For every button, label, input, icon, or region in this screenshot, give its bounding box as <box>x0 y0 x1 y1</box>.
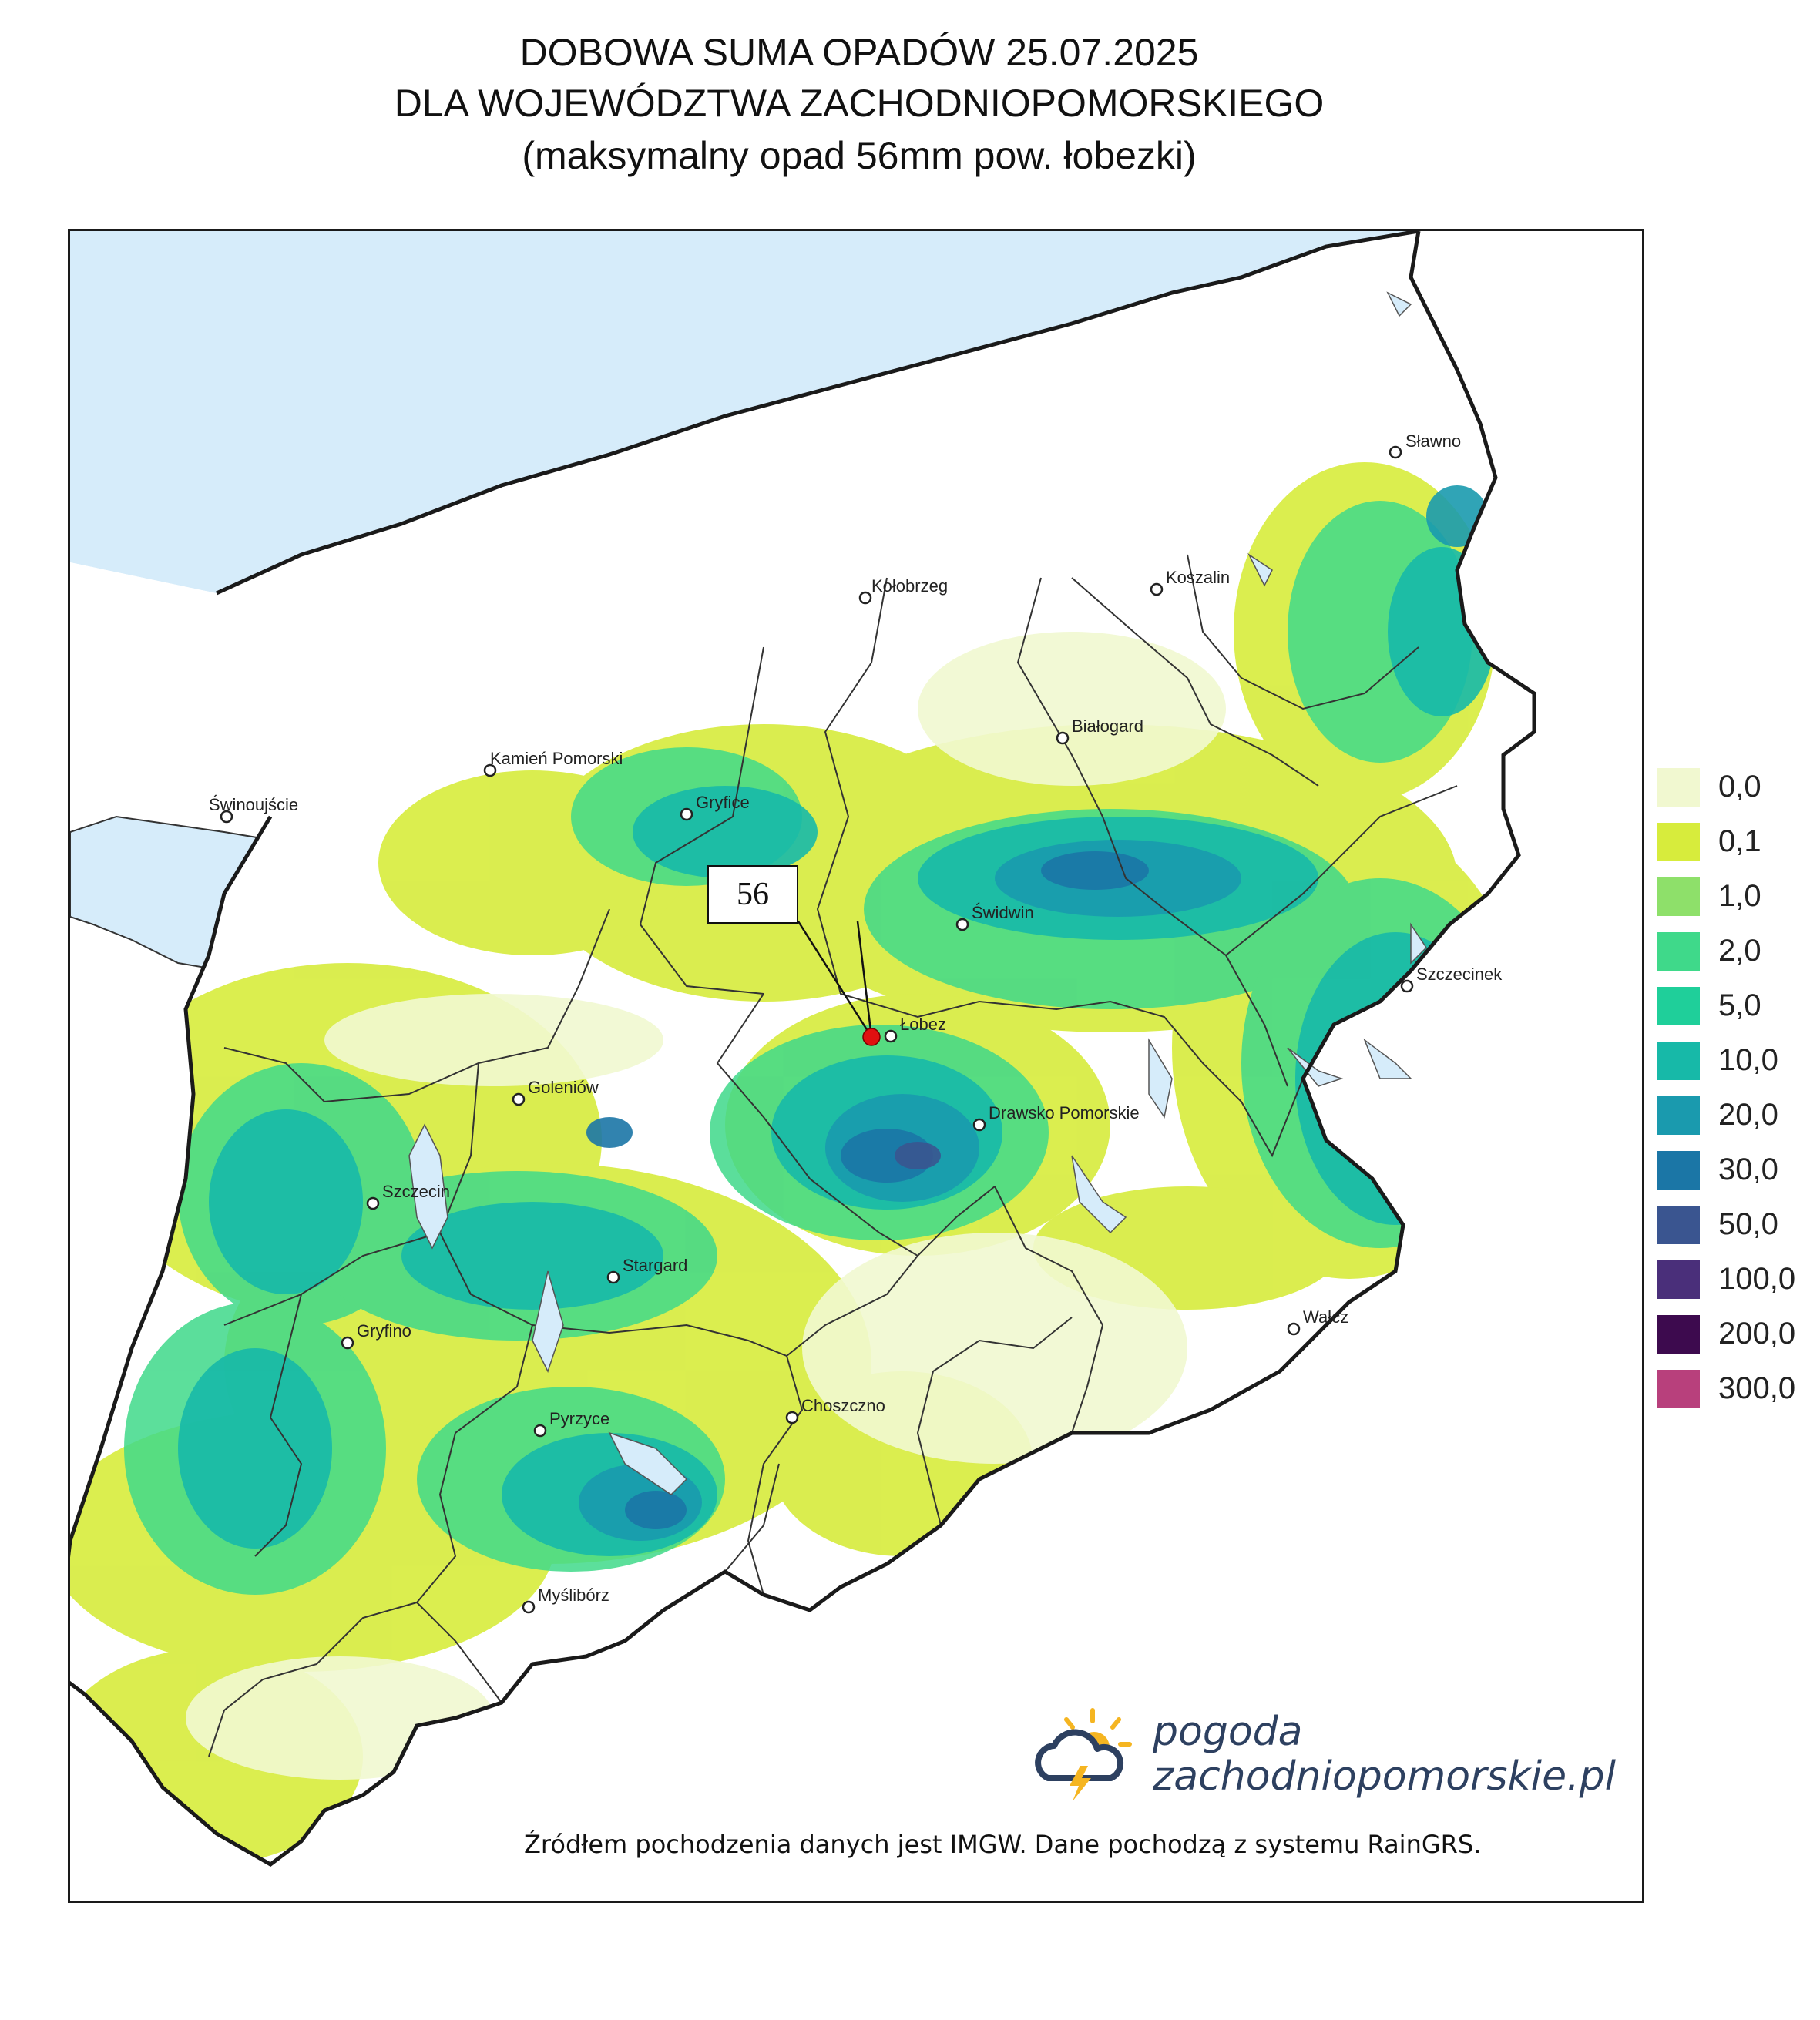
city-label-goleniow: Goleniów <box>528 1078 599 1097</box>
legend-item: 50,0 <box>1657 1204 1818 1247</box>
max-rainfall-value: 56 <box>737 877 769 912</box>
legend-item: 2,0 <box>1657 931 1818 974</box>
legend-label: 30,0 <box>1718 1153 1778 1186</box>
legend-swatch <box>1657 823 1700 861</box>
city-label-slawno: Sławno <box>1405 431 1461 451</box>
legend-swatch <box>1657 1206 1700 1244</box>
city-label-szczecinek: Szczecinek <box>1416 965 1503 984</box>
city-label-kolobrzeg: Kołobrzeg <box>871 576 948 596</box>
baltic-sea <box>70 231 1419 593</box>
map-title-line2: DLA WOJEWÓDZTWA ZACHODNIOPOMORSKIEGO <box>394 82 1325 125</box>
legend-label: 200,0 <box>1718 1317 1796 1351</box>
city-label-szczecin: Szczecin <box>382 1182 450 1201</box>
legend-item: 200,0 <box>1657 1314 1818 1357</box>
legend-item: 10,0 <box>1657 1040 1818 1083</box>
voivodeship-border <box>70 231 1536 1867</box>
legend-swatch <box>1657 1370 1700 1408</box>
legend-item: 1,0 <box>1657 876 1818 919</box>
legend-swatch <box>1657 768 1700 807</box>
legend-swatch <box>1657 1260 1700 1299</box>
legend-item: 0,0 <box>1657 767 1818 810</box>
legend-item: 100,0 <box>1657 1259 1818 1302</box>
city-label-mysliborz: Myślibórz <box>538 1585 609 1605</box>
county-boundaries <box>208 554 1458 1757</box>
legend-label: 0,0 <box>1718 770 1761 804</box>
city-markers <box>220 445 1414 1614</box>
legend-swatch <box>1657 1096 1700 1135</box>
legend-item: 300,0 <box>1657 1368 1818 1411</box>
map-frame: Sławno Kołobrzeg Koszalin Białogard Kami… <box>68 229 1644 1903</box>
weather-logo-icon <box>1035 1708 1132 1801</box>
city-label-choszczno: Choszczno <box>801 1396 885 1415</box>
legend-item: 0,1 <box>1657 821 1818 864</box>
callout-leader-line-2 <box>856 921 873 1038</box>
legend-swatch <box>1657 932 1700 971</box>
legend-label: 50,0 <box>1718 1207 1778 1241</box>
max-rainfall-callout: 56 <box>707 865 798 924</box>
city-label-drawsko-pomorskie: Drawsko Pomorskie <box>989 1103 1140 1122</box>
legend-item: 5,0 <box>1657 985 1818 1028</box>
city-label-stargard: Stargard <box>623 1256 687 1275</box>
city-label-bialogard: Białogard <box>1072 716 1143 736</box>
city-label-walcz: Wałcz <box>1303 1307 1348 1327</box>
city-label-swidwin: Świdwin <box>972 903 1034 922</box>
legend-label: 0,1 <box>1718 824 1761 858</box>
legend-swatch <box>1657 877 1700 916</box>
city-label-koszalin: Koszalin <box>1166 568 1230 587</box>
city-label-swinoujscie: Świnoujście <box>209 795 298 814</box>
brand-name-line1: pogoda <box>1153 1709 1303 1755</box>
city-label-gryfino: Gryfino <box>357 1321 411 1341</box>
legend-label: 1,0 <box>1718 879 1761 913</box>
legend-label: 100,0 <box>1718 1262 1796 1296</box>
brand-logo: pogoda zachodniopomorskie.pl <box>1033 1703 1618 1803</box>
map-title-line3: (maksymalny opad 56mm pow. łobezki) <box>522 134 1197 177</box>
legend-swatch <box>1657 1315 1700 1354</box>
legend-item: 30,0 <box>1657 1149 1818 1193</box>
city-label-lobez: Łobez <box>900 1015 946 1034</box>
coastline <box>215 231 1419 596</box>
legend-label: 10,0 <box>1718 1043 1778 1077</box>
legend-item: 20,0 <box>1657 1095 1818 1138</box>
legend-label: 2,0 <box>1718 934 1761 968</box>
city-label-pyrzyce: Pyrzyce <box>549 1409 609 1428</box>
brand-name-line2: zachodniopomorskie.pl <box>1153 1753 1617 1800</box>
legend-swatch <box>1657 1042 1700 1080</box>
legend-swatch <box>1657 987 1700 1025</box>
legend-label: 5,0 <box>1718 988 1761 1022</box>
max-rainfall-point <box>862 1028 881 1046</box>
lakes <box>408 291 1427 1495</box>
city-label-gryfice: Gryfice <box>696 793 750 812</box>
data-source-note: Źródłem pochodzenia danych jest IMGW. Da… <box>524 1830 1482 1859</box>
legend-label: 300,0 <box>1718 1371 1796 1405</box>
map-title-line1: DOBOWA SUMA OPADÓW 25.07.2025 <box>519 31 1199 74</box>
city-label-kamien-pomorski: Kamień Pomorski <box>490 749 623 768</box>
callout-leader-line <box>797 921 873 1038</box>
precipitation-map: Sławno Kołobrzeg Koszalin Białogard Kami… <box>70 231 1536 1867</box>
legend-label: 20,0 <box>1718 1098 1778 1132</box>
legend-swatch <box>1657 1151 1700 1190</box>
